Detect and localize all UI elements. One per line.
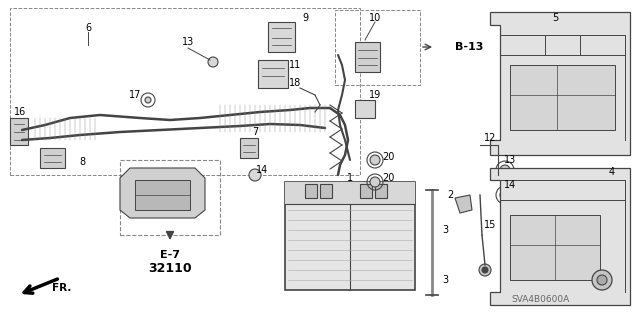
Polygon shape — [355, 42, 380, 72]
Text: 14: 14 — [504, 180, 516, 190]
Circle shape — [482, 267, 488, 273]
Polygon shape — [305, 184, 317, 198]
Polygon shape — [375, 184, 387, 198]
Circle shape — [208, 57, 218, 67]
Text: 10: 10 — [369, 13, 381, 23]
Bar — [10, 8, 360, 175]
Circle shape — [249, 169, 261, 181]
Text: 11: 11 — [289, 60, 301, 70]
Text: E-7: E-7 — [160, 250, 180, 260]
Circle shape — [370, 177, 380, 187]
Text: 16: 16 — [14, 107, 26, 117]
Text: 15: 15 — [484, 220, 496, 230]
Polygon shape — [258, 60, 288, 88]
Polygon shape — [268, 22, 295, 52]
Text: 1: 1 — [347, 173, 353, 183]
Circle shape — [500, 190, 510, 200]
Polygon shape — [355, 100, 375, 118]
Bar — [335, 10, 420, 85]
Text: SVA4B0600A: SVA4B0600A — [511, 295, 569, 305]
Polygon shape — [455, 195, 472, 213]
Text: 12: 12 — [484, 133, 496, 143]
Polygon shape — [240, 138, 258, 158]
Text: 18: 18 — [289, 78, 301, 88]
Text: 13: 13 — [182, 37, 194, 47]
Text: 5: 5 — [552, 13, 558, 23]
Bar — [285, 182, 415, 290]
Text: 17: 17 — [129, 90, 141, 100]
Polygon shape — [320, 184, 332, 198]
Text: 4: 4 — [609, 167, 615, 177]
Polygon shape — [490, 12, 630, 155]
Text: 6: 6 — [85, 23, 91, 33]
Polygon shape — [120, 168, 205, 218]
Text: 20: 20 — [382, 173, 394, 183]
Circle shape — [500, 165, 510, 175]
Bar — [285, 182, 415, 204]
Text: 19: 19 — [369, 90, 381, 100]
Text: 2: 2 — [447, 190, 453, 200]
Text: 9: 9 — [302, 13, 308, 23]
Bar — [135, 180, 190, 210]
Text: 8: 8 — [79, 157, 85, 167]
Text: 14: 14 — [256, 165, 268, 175]
Text: FR.: FR. — [52, 283, 72, 293]
Text: 20: 20 — [382, 152, 394, 162]
Text: B-13: B-13 — [455, 42, 483, 52]
Polygon shape — [490, 168, 630, 305]
Text: 13: 13 — [504, 155, 516, 165]
Text: 7: 7 — [252, 127, 258, 137]
Polygon shape — [10, 118, 28, 145]
Bar — [510, 215, 600, 280]
Text: 32110: 32110 — [148, 262, 192, 275]
Circle shape — [370, 155, 380, 165]
Bar — [120, 160, 220, 235]
Polygon shape — [40, 148, 65, 168]
Text: 3: 3 — [442, 225, 448, 235]
Polygon shape — [360, 184, 372, 198]
Circle shape — [592, 270, 612, 290]
Text: 3: 3 — [442, 275, 448, 285]
Bar — [510, 65, 615, 130]
Circle shape — [597, 275, 607, 285]
Circle shape — [145, 97, 151, 103]
Circle shape — [479, 264, 491, 276]
